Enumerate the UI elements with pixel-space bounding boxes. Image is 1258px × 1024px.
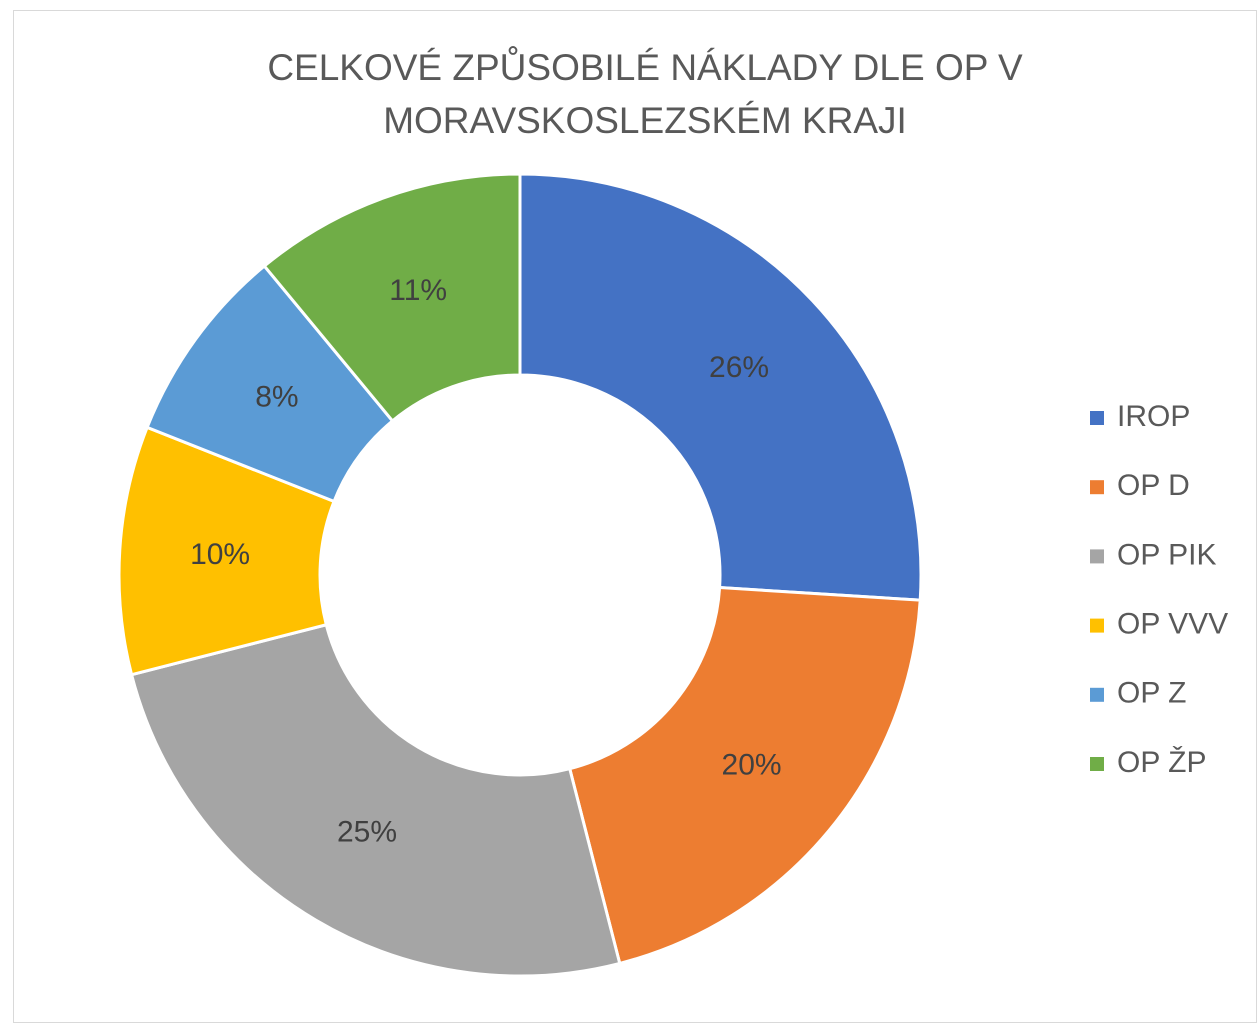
legend-label: OP Z xyxy=(1117,677,1186,710)
donut-slice xyxy=(518,172,923,602)
legend-swatch xyxy=(1090,618,1104,633)
donut-slice xyxy=(129,622,622,978)
data-label: 11% xyxy=(389,274,447,307)
donut-slice xyxy=(117,425,336,677)
legend-label: OP PIK xyxy=(1117,538,1217,571)
legend-swatch xyxy=(1090,549,1104,564)
data-label: 25% xyxy=(337,816,397,849)
data-label: 26% xyxy=(709,351,769,384)
chart-title: CELKOVÉ ZPŮSOBILÉ NÁKLADY DLE OP V xyxy=(267,46,1023,88)
legend-swatch xyxy=(1090,411,1104,425)
legend-swatch xyxy=(1090,687,1104,702)
donut-slice xyxy=(262,172,522,424)
legend-label: IROP xyxy=(1117,400,1190,433)
data-label: 20% xyxy=(722,748,782,781)
legend-label: OP ŽP xyxy=(1117,746,1206,779)
data-label: 8% xyxy=(255,380,298,413)
legend-label: OP VVV xyxy=(1117,608,1228,641)
legend-swatch xyxy=(1090,757,1104,771)
chart-title: MORAVSKOSLEZSKÉM KRAJI xyxy=(383,100,907,141)
legend-swatch xyxy=(1090,480,1104,495)
donut-slice xyxy=(567,585,922,966)
data-label: 10% xyxy=(190,538,250,571)
legend-label: OP D xyxy=(1117,469,1190,502)
